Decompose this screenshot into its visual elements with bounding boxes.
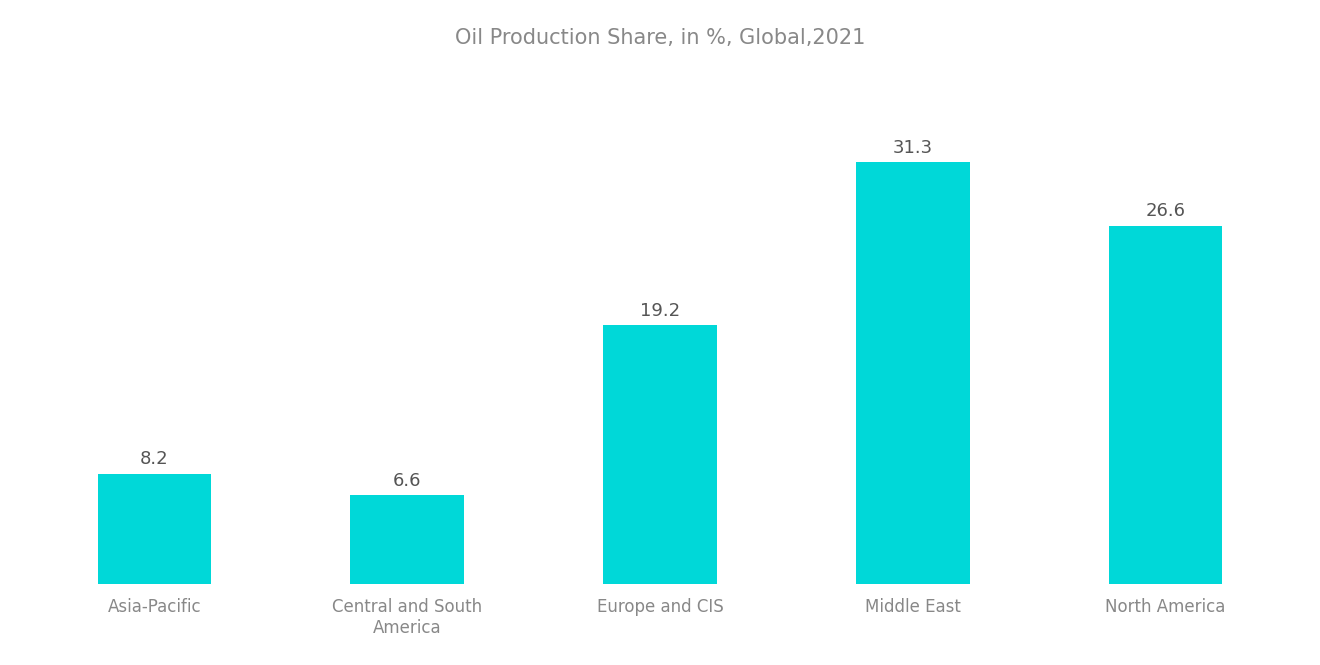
- Bar: [350, 495, 465, 584]
- Text: 19.2: 19.2: [640, 302, 680, 320]
- Bar: [603, 325, 717, 584]
- Text: 6.6: 6.6: [393, 471, 421, 489]
- Text: 26.6: 26.6: [1146, 202, 1185, 220]
- Text: 8.2: 8.2: [140, 450, 169, 468]
- Text: 31.3: 31.3: [892, 139, 933, 157]
- Bar: [855, 162, 970, 584]
- Bar: [1109, 225, 1222, 584]
- Bar: [98, 473, 211, 584]
- Title: Oil Production Share, in %, Global,2021: Oil Production Share, in %, Global,2021: [455, 29, 865, 49]
